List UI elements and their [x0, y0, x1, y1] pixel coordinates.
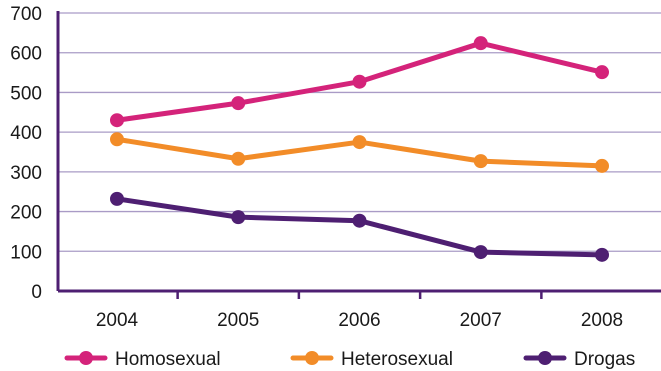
legend-label-drogas: Drogas — [574, 349, 635, 370]
y-tick-label-0: 0 — [31, 282, 42, 303]
series-layer — [110, 36, 609, 262]
data-point-homosexual-2006 — [352, 74, 367, 89]
x-tick-label-2007: 2007 — [460, 310, 502, 331]
y-tick-label-300: 300 — [10, 163, 42, 184]
data-point-drogas-2004 — [110, 191, 124, 206]
x-tick-label-2006: 2006 — [338, 310, 380, 331]
data-point-homosexual-2008 — [595, 65, 609, 80]
series-drogas — [110, 191, 609, 262]
data-point-homosexual-2004 — [110, 113, 124, 128]
y-tick-label-200: 200 — [10, 203, 42, 224]
series-heterosexual — [110, 132, 609, 173]
legend-swatch-dot-drogas — [538, 351, 552, 365]
legend-swatch-dot-homosexual — [79, 351, 93, 365]
legend-swatch-dot-heterosexual — [305, 351, 319, 365]
legend-label-homosexual: Homosexual — [115, 349, 221, 370]
data-point-drogas-2007 — [473, 245, 488, 260]
legend-label-heterosexual: Heterosexual — [341, 349, 453, 370]
y-tick-label-600: 600 — [10, 44, 42, 65]
gridlines — [58, 12, 661, 252]
y-tick-label-700: 700 — [10, 4, 42, 25]
data-point-drogas-2006 — [352, 213, 367, 228]
x-tick-label-2005: 2005 — [217, 310, 259, 331]
data-point-drogas-2005 — [231, 210, 246, 225]
data-point-homosexual-2005 — [231, 96, 246, 111]
data-point-heterosexual-2006 — [352, 135, 367, 150]
y-tick-label-100: 100 — [10, 242, 42, 263]
x-tick-label-2008: 2008 — [581, 310, 623, 331]
legend: Homosexual Heterosexual Drogas — [64, 349, 635, 370]
data-point-heterosexual-2007 — [473, 154, 488, 169]
x-tick-label-2004: 2004 — [96, 310, 139, 331]
data-point-heterosexual-2008 — [595, 158, 609, 173]
legend-item-heterosexual: Heterosexual — [290, 349, 453, 370]
legend-item-homosexual: Homosexual — [64, 349, 221, 370]
y-tick-label-400: 400 — [10, 123, 42, 144]
legend-item-drogas: Drogas — [523, 349, 635, 370]
axes — [56, 11, 661, 293]
y-tick-labels: 0 100 200 300 400 500 600 700 — [10, 4, 42, 303]
series-homosexual — [110, 36, 609, 128]
y-tick-label-500: 500 — [10, 83, 42, 104]
data-point-heterosexual-2005 — [231, 151, 246, 166]
data-point-homosexual-2007 — [473, 36, 488, 51]
x-tick-labels: 2004 2005 2006 2007 2008 — [96, 291, 623, 331]
data-point-heterosexual-2004 — [110, 132, 124, 147]
data-point-drogas-2008 — [595, 247, 609, 262]
